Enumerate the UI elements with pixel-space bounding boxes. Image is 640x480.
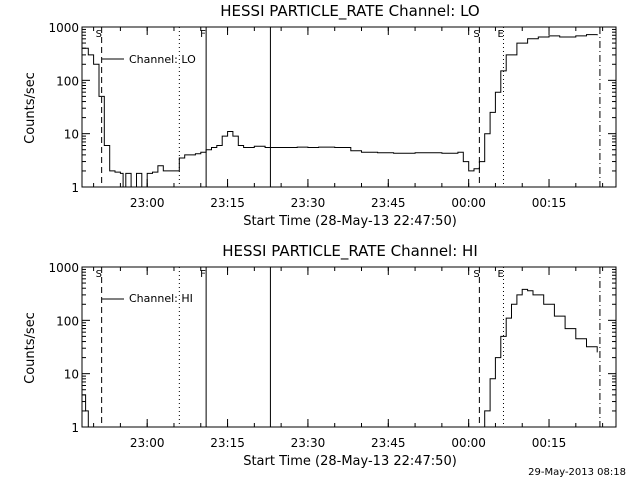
panel-lo-x-tick-label: 00:15	[532, 196, 567, 210]
panel-lo: HESSI PARTICLE_RATE Channel: LO Start Ti…	[23, 2, 617, 229]
panel-hi-y-tick-label: 1	[71, 421, 79, 435]
panel-lo-marker-label: F	[200, 29, 206, 40]
panel-lo-y-tick-label: 1000	[48, 21, 79, 35]
panel-hi-x-tick-label: 00:15	[532, 436, 567, 450]
panel-lo-xlabel: Start Time (28-May-13 22:47:50)	[243, 214, 457, 229]
panel-hi-marker-label: S	[473, 269, 479, 280]
panel-hi: HESSI PARTICLE_RATE Channel: HI Start Ti…	[23, 242, 617, 469]
panel-hi-x-tick-label: 23:45	[371, 436, 406, 450]
panel-hi-legend-label: Channel: HI	[129, 292, 193, 305]
panel-hi-x-tick-label: 23:15	[210, 436, 245, 450]
panel-hi-plot-frame	[81, 266, 617, 428]
panel-hi-marker-label: S	[96, 269, 102, 280]
panel-hi-x-tick-label: 00:00	[451, 436, 486, 450]
panel-lo-x-tick-label: 23:45	[371, 196, 406, 210]
panel-hi-ylabel: Counts/sec	[23, 312, 38, 384]
panel-hi-title: HESSI PARTICLE_RATE Channel: HI	[222, 242, 478, 261]
panel-lo-marker-label: E	[497, 29, 503, 40]
panel-lo-title: HESSI PARTICLE_RATE Channel: LO	[220, 2, 479, 21]
panel-hi-y-tick-label: 100	[56, 314, 79, 328]
panel-lo-y-tick-label: 100	[56, 74, 79, 88]
panel-lo-x-tick-label: 23:30	[291, 196, 326, 210]
panel-hi-y-tick-label: 1000	[48, 261, 79, 275]
panel-lo-x-tick-label: 00:00	[451, 196, 486, 210]
footer-timestamp: 29-May-2013 08:18	[528, 467, 626, 478]
panel-hi-marker-label: F	[200, 269, 206, 280]
panel-lo-y-tick-label: 1	[71, 181, 79, 195]
panel-hi-x-tick-label: 23:30	[291, 436, 326, 450]
panel-lo-ylabel: Counts/sec	[23, 72, 38, 144]
panel-lo-y-tick-label: 10	[64, 128, 79, 142]
panel-hi-x-tick-label: 23:00	[130, 436, 165, 450]
panel-hi-series-line	[82, 288, 598, 428]
panel-hi-xlabel: Start Time (28-May-13 22:47:50)	[243, 454, 457, 469]
panel-lo-marker-label: S	[96, 29, 102, 40]
panel-lo-series-line	[82, 34, 598, 188]
panel-lo-marker-label: S	[473, 29, 479, 40]
panel-hi-y-tick-label: 10	[64, 368, 79, 382]
panel-lo-x-tick-label: 23:15	[210, 196, 245, 210]
panel-lo-x-tick-label: 23:00	[130, 196, 165, 210]
panel-lo-legend-label: Channel: LO	[129, 53, 196, 66]
panel-hi-marker-label: E	[497, 269, 503, 280]
panel-lo-plot-frame	[81, 26, 617, 188]
